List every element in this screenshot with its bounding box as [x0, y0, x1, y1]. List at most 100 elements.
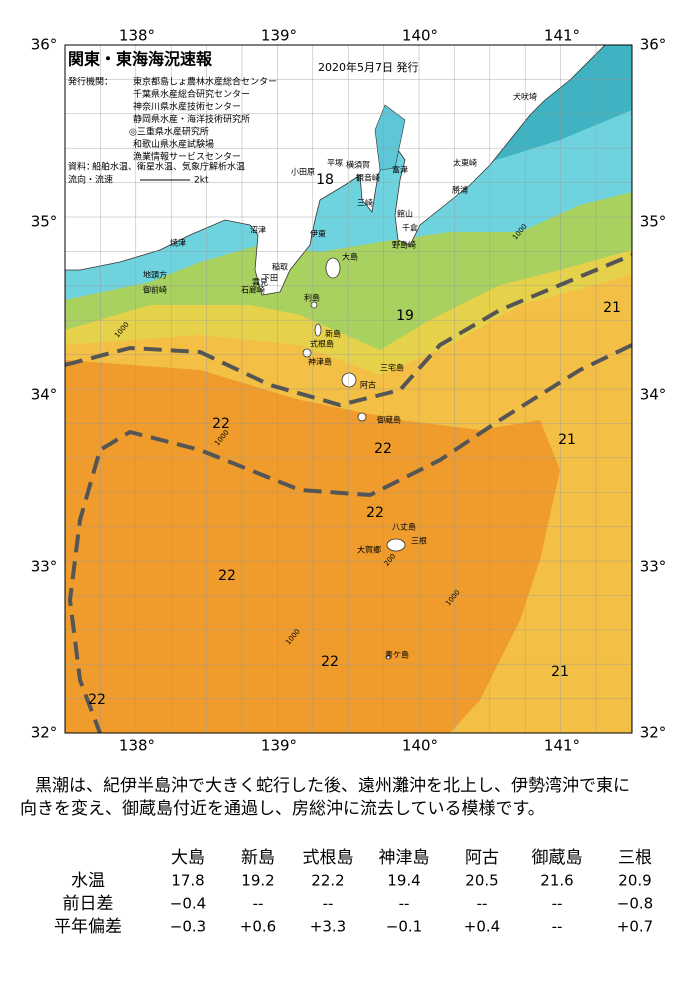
island	[357, 412, 367, 422]
table-cell: --	[253, 895, 264, 913]
row-label: 水温	[71, 871, 105, 891]
island	[302, 348, 312, 358]
temperature-label: 21	[551, 664, 569, 680]
table-cell: --	[399, 895, 410, 913]
map-frame	[64, 44, 633, 734]
lat-label: 36°	[640, 36, 667, 54]
date: 2020年5月7日 発行	[318, 60, 419, 74]
table-cell: 22.2	[311, 872, 344, 890]
place-name: 沼津	[250, 225, 266, 235]
place-name: 三宅島	[380, 363, 404, 373]
table-cell: --	[552, 895, 563, 913]
row-label: 前日差	[63, 894, 114, 914]
table-cell: 17.8	[171, 872, 204, 890]
source: 船舶水温、衛星水温、気象庁解析水温	[92, 161, 245, 173]
source-label: 資料：	[68, 161, 95, 173]
place-name: 三根	[411, 536, 427, 546]
place-name: 新島	[325, 329, 341, 339]
lon-label: 141°	[544, 737, 580, 755]
place-name: 富津	[392, 165, 408, 175]
table-cell: +3.3	[310, 918, 346, 936]
table-cell: −0.8	[617, 895, 653, 913]
temperature-label: 19	[396, 308, 414, 324]
place-name: 犬吠埼	[513, 92, 537, 102]
table-cell: −0.1	[386, 918, 422, 936]
lon-label: 141°	[544, 27, 580, 45]
place-name: 館山	[397, 209, 413, 219]
table-header: 式根島	[303, 848, 354, 868]
temperature-label: 21	[558, 432, 576, 448]
place-name: 地頭方	[143, 270, 167, 280]
place-name: 御前崎	[143, 285, 167, 295]
table-cell: 21.6	[540, 872, 573, 890]
lon-label: 139°	[261, 737, 297, 755]
place-name: 雲見	[252, 278, 268, 287]
place-name: 横須賀	[346, 160, 370, 170]
place-name: 青ケ島	[385, 650, 409, 660]
table-header: 神津島	[379, 848, 430, 868]
publisher: 和歌山県水産試験場	[133, 138, 214, 150]
lat-label: 34°	[640, 386, 667, 404]
flow-label: 流向・流速	[68, 174, 113, 186]
lon-label: 140°	[402, 737, 438, 755]
island	[341, 372, 357, 388]
table-cell: +0.6	[240, 918, 276, 936]
place-name: 小田原	[291, 168, 315, 177]
lat-label: 35°	[640, 213, 667, 231]
land	[65, 45, 606, 296]
temperature-label: 22	[374, 441, 392, 457]
place-name: 太東崎	[453, 158, 477, 168]
temperature-label: 22	[218, 568, 236, 584]
table-cell: 19.4	[387, 872, 420, 890]
island	[385, 654, 391, 660]
table-cell: −0.3	[170, 918, 206, 936]
lon-label: 138°	[119, 27, 155, 45]
island	[325, 257, 341, 279]
lon-label: 139°	[261, 27, 297, 45]
lat-label: 32°	[640, 724, 667, 742]
place-name: 大島	[342, 252, 358, 262]
place-name: 観音崎	[356, 173, 380, 183]
temperature-label: 22	[366, 505, 384, 521]
table-cell: +0.7	[617, 918, 653, 936]
table-cell: +0.4	[464, 918, 500, 936]
description-line: 黒潮は、紀伊半島沖で大きく蛇行した後、遠州灘沖を北上し、伊勢湾沖で東に	[35, 776, 630, 796]
table-header: 阿古	[465, 848, 499, 868]
table-cell: 20.9	[618, 872, 651, 890]
temperature-label: 22	[321, 654, 339, 670]
publisher: 漁業情報サービスセンター	[133, 151, 241, 163]
temperature-label: 22	[88, 692, 106, 708]
island	[314, 323, 322, 337]
place-name: 神津島	[308, 357, 332, 367]
lon-label: 140°	[402, 27, 438, 45]
publisher: 東京都島しょ農林水産総合センター	[133, 76, 277, 88]
lat-label: 33°	[640, 558, 667, 576]
table-header: 大島	[171, 848, 205, 868]
table-cell: --	[552, 918, 563, 936]
table-header: 三根	[618, 848, 652, 868]
publisher: 静岡県水産・海洋技術研究所	[133, 113, 250, 125]
place-name: 阿古	[360, 380, 376, 390]
place-name: 平塚	[327, 159, 343, 168]
kuroshio-edge	[67, 343, 632, 733]
lat-label: 35°	[31, 213, 58, 231]
description-line: 向きを変え、御蔵島付近を通過し、房総沖に流去している模様です。	[20, 799, 545, 819]
place-name: 八丈島	[392, 522, 416, 532]
tokyo-bay	[374, 104, 406, 171]
lat-label: 36°	[31, 36, 58, 54]
publisher: ◎三重県水産研究所	[129, 126, 209, 138]
temperature-label: 18	[316, 172, 334, 188]
temperature-label: 21	[603, 300, 621, 316]
temperature-label: 22	[212, 416, 230, 432]
table-cell: --	[323, 895, 334, 913]
table-header: 新島	[241, 848, 275, 868]
place-name: 勝浦	[452, 185, 468, 195]
lat-label: 34°	[31, 386, 58, 404]
title: 関東・東海海況速報	[68, 50, 213, 69]
place-name: 下田	[262, 274, 278, 283]
flow-scale: 2kt	[194, 176, 209, 186]
place-name: 三崎	[357, 198, 373, 208]
lon-label: 138°	[119, 737, 155, 755]
